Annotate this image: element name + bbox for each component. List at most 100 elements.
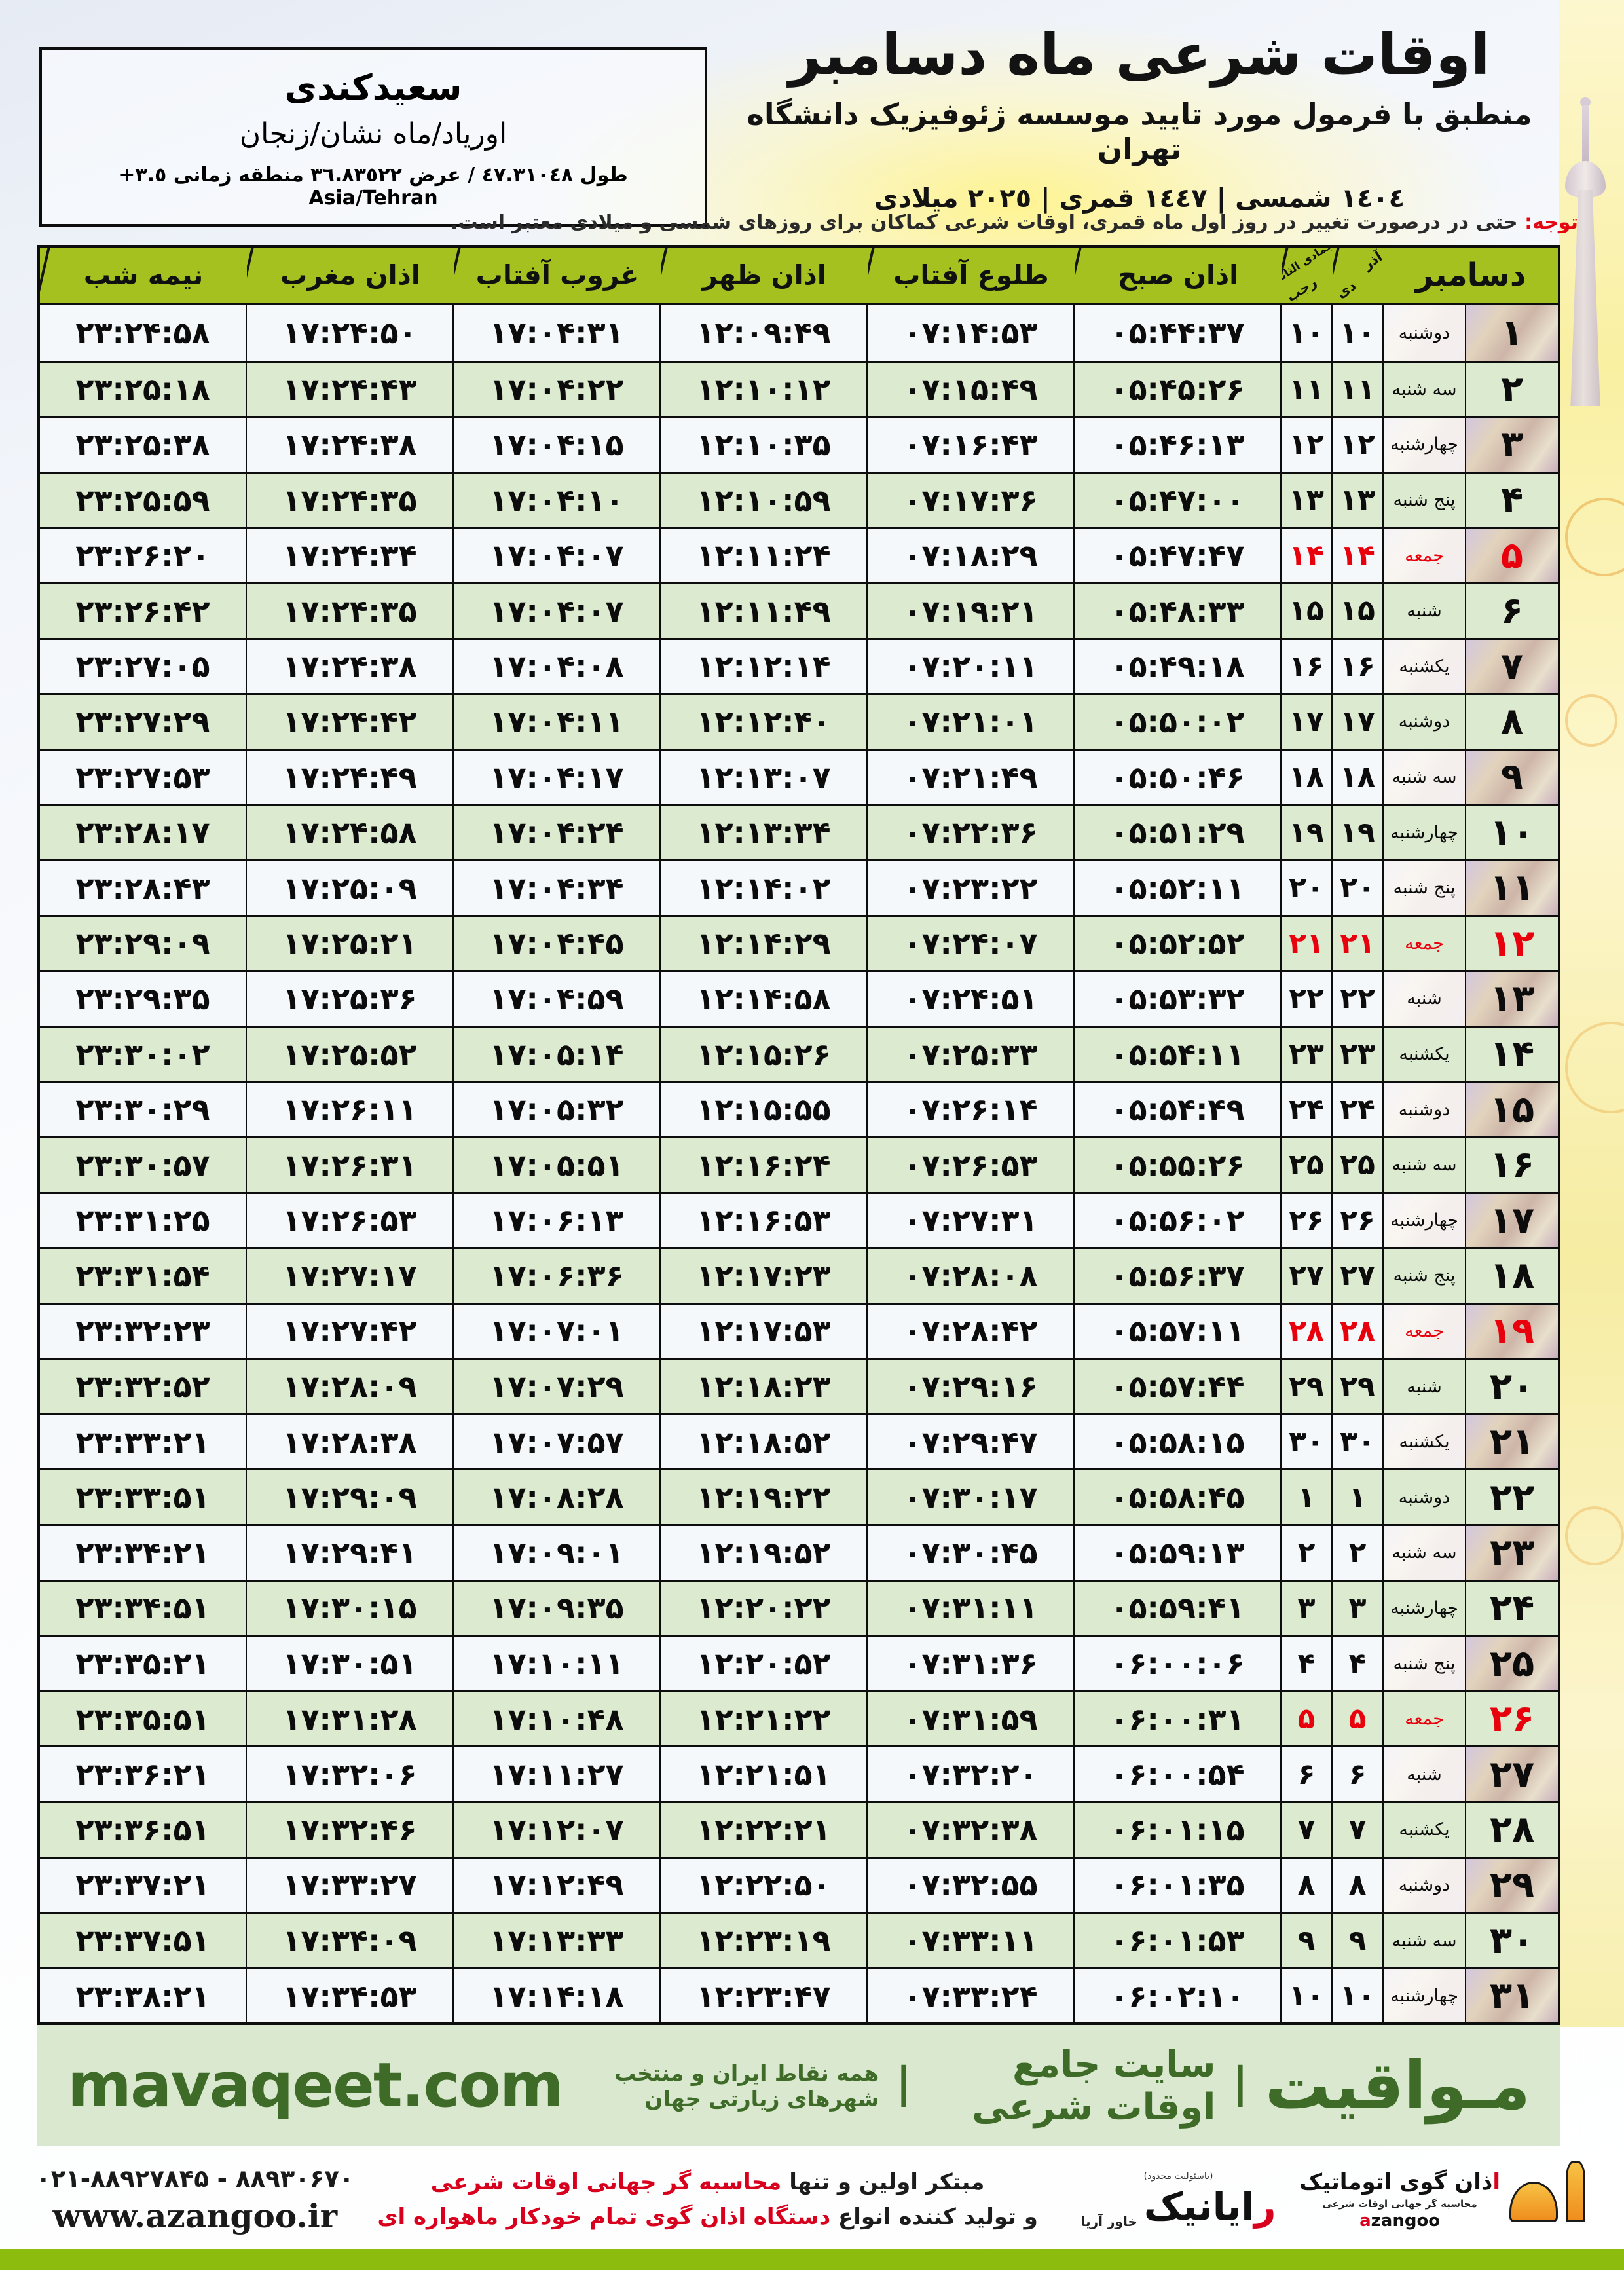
banner-separator: | [896,2058,912,2108]
sunrise-time: ۰۷:۲۲:۳۶ [868,806,1075,859]
fajr-time: ۰۵:۴۸:۳۳ [1075,584,1282,638]
december-day: ۴ [1500,479,1524,522]
solar-day-number: ۲۹ [1333,1360,1384,1413]
dhuhr-time: ۱۲:۱۲:۴۰ [661,695,868,749]
solar-day-number: ۱۴ [1333,529,1384,582]
table-row: ۲ سه شنبه ۱۱ ۱۱ ۰۵:۴۵:۲۶ ۰۷:۱۵:۴۹ ۱۲:۱۰:۱۲ ۱۷:۰… [40,360,1558,417]
location-region: اورياد/ماه نشان/زنجان [239,117,507,151]
december-day: ۸ [1500,700,1524,743]
sunset-time: ۱۷:۰۴:۳۴ [454,861,661,915]
december-day: ۱۵ [1466,1083,1558,1136]
solar-day-number: ۳ [1333,1581,1384,1635]
weekday-name: یکشنبه [1384,639,1466,694]
column-header-lunar-month: جمادی الثانی رجب [1282,248,1333,303]
solar-day-number: ۲۰ [1333,861,1384,915]
december-day: ۶ [1500,589,1524,633]
table-row: ۴ پنج شنبه ۱۳ ۱۳ ۰۵:۴۷:۰۰ ۰۷:۱۷:۳۶ ۱۲:۱۰:۵۹ ۱۷:… [40,471,1558,527]
dhuhr-time: ۱۲:۱۸:۵۲ [661,1415,868,1469]
december-day: ۱۱ [1466,861,1558,915]
column-header-december: دسامبر [1415,257,1526,293]
dhuhr-time: ۱۲:۱۹:۵۲ [661,1526,868,1580]
maghrib-time: ۱۷:۳۰:۵۱ [247,1637,454,1690]
weekday-name: چهارشنبه [1384,1969,1466,2023]
table-row: ۸ دوشنبه ۱۷ ۱۷ ۰۵:۵۰:۰۲ ۰۷:۲۱:۰۱ ۱۲:۱۲:۴۰ ۱۷:۰۴… [40,693,1558,749]
lunar-day-number: ۱ [1282,1470,1333,1525]
page-footer: اذان گوی اتوماتیک محاسبه گر جهانی اوقات … [0,2150,1624,2250]
lunar-day-number: ۷ [1282,1803,1333,1857]
footer-slogan: مبتکر اولین و تنها محاسبه گر جهانی اوقات… [377,2165,1038,2234]
dhuhr-time: ۱۲:۲۰:۲۲ [661,1581,868,1635]
dhuhr-time: ۱۲:۱۶:۵۳ [661,1193,868,1248]
lunar-day-number: ۵ [1282,1692,1333,1746]
maghrib-time: ۱۷:۲۵:۰۹ [247,861,454,915]
weekday-name: دوشنبه [1384,1083,1466,1136]
solar-day-number: ۱۲ [1333,418,1384,472]
solar-day-number: ۷ [1333,1803,1384,1857]
sunset-time: ۱۷:۰۶:۳۶ [454,1249,661,1303]
maghrib-time: ۱۷:۲۵:۳۶ [247,972,454,1026]
midnight-time: ۲۳:۳۰:۰۲ [40,1027,247,1081]
weekday-name: چهارشنبه [1384,806,1466,859]
sunrise-time: ۰۷:۲۹:۴۷ [868,1415,1075,1469]
solar-day-number: ۵ [1333,1692,1384,1746]
sunset-time: ۱۷:۰۸:۲۸ [454,1470,661,1525]
maghrib-time: ۱۷:۲۴:۴۳ [247,362,454,417]
minaret-spire [1582,105,1589,165]
midnight-time: ۲۳:۲۶:۲۰ [40,529,247,582]
midnight-time: ۲۳:۳۷:۵۱ [40,1914,247,1967]
weekday-name: پنج شنبه [1384,473,1466,527]
sunrise-time: ۰۷:۲۴:۵۱ [868,972,1075,1026]
fajr-time: ۰۵:۵۵:۲۶ [1075,1138,1282,1192]
december-day: ۱۹ [1466,1304,1558,1358]
sunrise-time: ۰۷:۱۹:۲۱ [868,584,1075,638]
sunset-time: ۱۷:۰۴:۱۵ [454,418,661,472]
weekday-name: دوشنبه [1384,695,1466,749]
midnight-time: ۲۳:۲۶:۴۲ [40,584,247,638]
column-header-maghrib: اذان مغرب [247,248,454,303]
lunar-day-number: ۳ [1282,1581,1333,1635]
slogan1-black: مبتکر اولین و تنها [781,2169,985,2196]
december-day: ۲۵ [1466,1637,1558,1690]
maghrib-time: ۱۷:۲۴:۵۸ [247,806,454,859]
azangoo-text-block: اذان گوی اتوماتیک محاسبه گر جهانی اوقات … [1299,2169,1500,2231]
dhuhr-time: ۱۲:۱۳:۳۴ [661,806,868,859]
table-row: ۲۲ دوشنبه ۱ ۱ ۰۵:۵۸:۴۵ ۰۷:۳۰:۱۷ ۱۲:۱۹:۲۲ ۱۷:۰۸:… [40,1468,1558,1525]
midnight-time: ۲۳:۳۳:۲۱ [40,1415,247,1469]
table-row: ۳۱ چهارشنبه ۱۰ ۱۰ ۰۶:۰۲:۱۰ ۰۷:۳۳:۲۴ ۱۲:۲۳:۴۷ ۱۷… [40,1967,1558,2023]
solar-month-top-label: آذر [1359,248,1384,273]
midnight-time: ۲۳:۳۱:۵۴ [40,1249,247,1303]
sunrise-time: ۰۷:۳۱:۵۹ [868,1692,1075,1746]
december-day: ۳۱ [1466,1969,1558,2023]
azangoo-website: www.azangoo.ir [52,2197,338,2235]
december-day: ۵ [1466,529,1558,582]
maghrib-time: ۱۷:۳۴:۰۹ [247,1914,454,1967]
sunset-time: ۱۷:۱۳:۳۳ [454,1914,661,1967]
solar-day-number: ۱۵ [1333,584,1384,638]
sunrise-time: ۰۷:۲۶:۵۳ [868,1138,1075,1192]
dhuhr-time: ۱۲:۱۴:۰۲ [661,861,868,915]
maghrib-time: ۱۷:۲۹:۰۹ [247,1470,454,1525]
footer-contact: ۰۲۱-۸۸۹۲۷۸۴۵ - ۸۸۹۳۰۶۷۰ www.azangoo.ir [36,2165,354,2235]
azangoo-logo: اذان گوی اتوماتیک محاسبه گر جهانی اوقات … [1299,2161,1588,2239]
prayer-times-table: دسامبر آذر دی جمادی الثانی رجب اذان صبح … [37,245,1560,2026]
sunrise-time: ۰۷:۳۲:۲۰ [868,1747,1075,1802]
solar-day-number: ۲۲ [1333,972,1384,1026]
sunset-time: ۱۷:۰۷:۵۷ [454,1415,661,1469]
lunar-day-number: ۱۷ [1282,695,1333,749]
midnight-time: ۲۳:۳۴:۵۱ [40,1581,247,1635]
fajr-time: ۰۶:۰۰:۰۶ [1075,1637,1282,1690]
column-header-dhuhr: اذان ظهر [661,248,868,303]
table-row: ۱ دوشنبه ۱۰ ۱۰ ۰۵:۴۴:۳۷ ۰۷:۱۴:۵۳ ۱۲:۰۹:۴۹ ۱۷:۰۴… [40,305,1558,361]
sunset-time: ۱۷:۰۵:۳۲ [454,1083,661,1136]
lunar-day-number: ۱۵ [1282,584,1333,638]
sunrise-time: ۰۷:۱۷:۳۶ [868,473,1075,527]
sunrise-time: ۰۷:۳۱:۳۶ [868,1637,1075,1690]
december-day: ۱۲ [1489,921,1535,965]
fajr-time: ۰۵:۴۷:۰۰ [1075,473,1282,527]
december-day: ۲۰ [1489,1365,1535,1408]
fajr-time: ۰۶:۰۱:۳۵ [1075,1858,1282,1912]
bottom-green-bar [0,2249,1624,2270]
maghrib-time: ۱۷:۳۲:۰۶ [247,1747,454,1802]
solar-day-number: ۱ [1333,1470,1384,1525]
sunrise-time: ۰۷:۲۶:۱۴ [868,1083,1075,1136]
